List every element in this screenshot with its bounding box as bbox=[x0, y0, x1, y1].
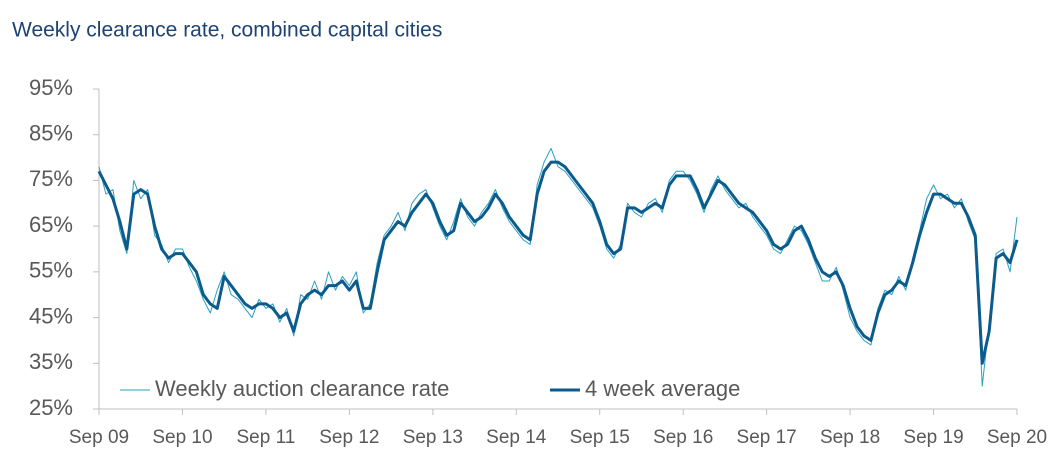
y-tick-label: 35% bbox=[29, 349, 73, 374]
series-line bbox=[97, 160, 1019, 365]
y-tick-label: 25% bbox=[29, 395, 73, 420]
x-tick-label: Sep 17 bbox=[737, 427, 797, 448]
y-tick-label: 45% bbox=[29, 303, 73, 328]
x-tick-label: Sep 19 bbox=[903, 427, 963, 448]
x-tick-label: Sep 10 bbox=[152, 427, 212, 448]
x-tick-label: Sep 15 bbox=[570, 427, 630, 448]
x-tick-label: Sep 13 bbox=[403, 427, 463, 448]
x-tick-label: Sep 20 bbox=[987, 427, 1047, 448]
y-tick-label: 55% bbox=[29, 258, 73, 283]
chart-title: Weekly clearance rate, combined capital … bbox=[12, 19, 442, 42]
x-tick-label: Sep 09 bbox=[69, 427, 129, 448]
legend-label: Weekly auction clearance rate bbox=[155, 376, 449, 401]
y-tick-label: 85% bbox=[29, 121, 73, 146]
x-tick-label: Sep 16 bbox=[653, 427, 713, 448]
y-tick-label: 95% bbox=[29, 75, 73, 100]
y-tick-label: 65% bbox=[29, 212, 73, 237]
legend-label: 4 week average bbox=[585, 376, 740, 401]
x-tick-label: Sep 11 bbox=[237, 427, 296, 448]
x-tick-label: Sep 18 bbox=[820, 427, 880, 448]
x-tick-label: Sep 12 bbox=[319, 427, 379, 448]
y-tick-label: 75% bbox=[29, 166, 73, 191]
x-tick-label: Sep 14 bbox=[486, 427, 547, 448]
series-line bbox=[98, 147, 1018, 387]
